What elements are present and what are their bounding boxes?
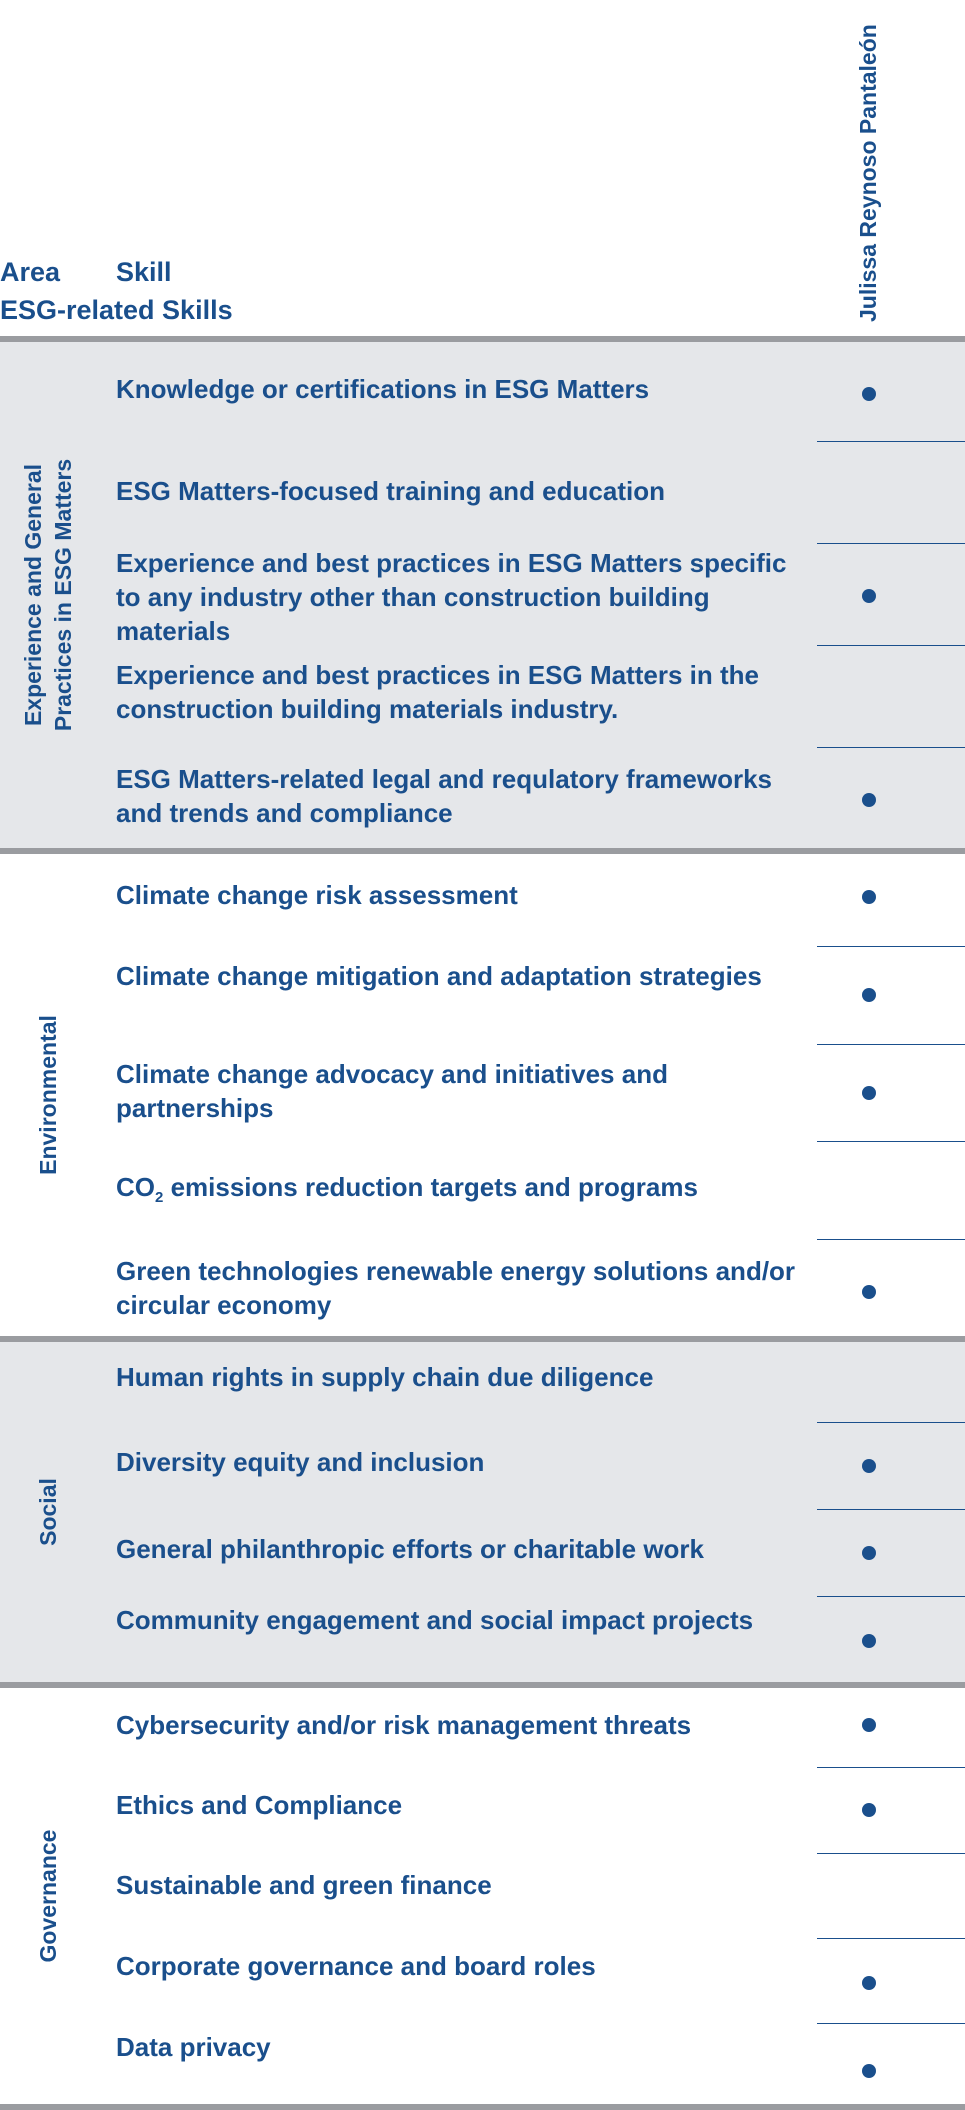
- skill-label: Sustainable and green finance: [116, 1870, 492, 1900]
- section-separator: [0, 336, 965, 342]
- skill-label: Ethics and Compliance: [116, 1790, 403, 1820]
- skill-marker-dot: [862, 1086, 876, 1100]
- section-separator: [0, 1336, 965, 1342]
- skill-marker-dot: [862, 988, 876, 1002]
- skill-marker-dot: [862, 1634, 876, 1648]
- table-row: Diversity equity and inclusion: [0, 1423, 965, 1510]
- table-row: Experience and best practices in ESG Mat…: [0, 544, 965, 646]
- row-divider: [817, 1141, 965, 1142]
- skill-label: Climate change advocacy and initiatives …: [116, 1059, 668, 1123]
- skill-marker-dot: [862, 793, 876, 807]
- table-row: ESG Matters-focused training and educati…: [0, 442, 965, 544]
- table-row: Data privacy: [0, 2024, 965, 2104]
- skill-label: Knowledge or certifications in ESG Matte…: [116, 374, 650, 404]
- skill-label: General philanthropic efforts or charita…: [116, 1534, 705, 1564]
- table-row: Climate change advocacy and initiatives …: [0, 1045, 965, 1142]
- row-divider: [817, 2023, 965, 2024]
- table-row: Cybersecurity and/or risk management thr…: [0, 1688, 965, 1768]
- skill-label: Human rights in supply chain due diligen…: [116, 1362, 654, 1392]
- section-separator: [0, 1682, 965, 1688]
- row-divider: [817, 1767, 965, 1768]
- section-social: Social Human rights in supply chain due …: [0, 1342, 965, 1682]
- skill-label: Data privacy: [116, 2032, 271, 2062]
- skill-marker-dot: [862, 1285, 876, 1299]
- table-row: Community engagement and social impact p…: [0, 1597, 965, 1682]
- table-row: Climate change risk assessment: [0, 854, 965, 947]
- skill-label: Climate change risk assessment: [116, 880, 518, 910]
- table-row: Sustainable and green finance: [0, 1854, 965, 1939]
- section-experience: Experience and General Practices in ESG M…: [0, 342, 965, 848]
- table-row: Ethics and Compliance: [0, 1768, 965, 1854]
- table-row: Human rights in supply chain due diligen…: [0, 1342, 965, 1423]
- category-heading: ESG-related Skills: [0, 295, 233, 325]
- row-divider: [817, 1044, 965, 1045]
- skill-label: Experience and best practices in ESG Mat…: [116, 548, 787, 646]
- section-separator: [0, 2104, 965, 2110]
- row-divider: [817, 1422, 965, 1423]
- table-row: ESG Matters-related legal and requlatory…: [0, 748, 965, 848]
- row-divider: [817, 1509, 965, 1510]
- row-divider: [817, 946, 965, 947]
- skill-column-header: Skill: [116, 257, 172, 287]
- table-row: General philanthropic efforts or charita…: [0, 1510, 965, 1597]
- row-divider: [817, 1938, 965, 1939]
- row-divider: [817, 1239, 965, 1240]
- skill-label: ESG Matters-related legal and requlatory…: [116, 764, 772, 828]
- skill-label: Experience and best practices in ESG Mat…: [116, 660, 759, 724]
- skill-marker-dot: [862, 1976, 876, 1990]
- table-row: Green technologies renewable energy solu…: [0, 1240, 965, 1336]
- skill-marker-dot: [862, 1803, 876, 1817]
- skill-marker-dot: [862, 1459, 876, 1473]
- skill-label: Corporate governance and board roles: [116, 1951, 596, 1981]
- row-divider: [817, 1853, 965, 1854]
- skill-marker-dot: [862, 2064, 876, 2078]
- skill-label: CO2 emissions reduction targets and prog…: [116, 1172, 698, 1206]
- person-column-header: Julissa Reynoso Pantaleón: [855, 24, 881, 322]
- skill-label: Green technologies renewable energy solu…: [116, 1256, 796, 1320]
- table-row: Climate change mitigation and adaptation…: [0, 947, 965, 1045]
- table-row: CO2 emissions reduction targets and prog…: [0, 1142, 965, 1240]
- row-divider: [817, 645, 965, 646]
- skill-label: ESG Matters-focused training and educati…: [116, 476, 665, 506]
- skill-marker-dot: [862, 890, 876, 904]
- skill-label: Community engagement and social impact p…: [116, 1605, 754, 1635]
- skill-label: Cybersecurity and/or risk management thr…: [116, 1710, 692, 1740]
- section-environmental: Environmental Climate change risk assess…: [0, 854, 965, 1336]
- row-divider: [817, 441, 965, 442]
- skill-label: Diversity equity and inclusion: [116, 1447, 485, 1477]
- table-row: Corporate governance and board roles: [0, 1939, 965, 2024]
- row-divider: [817, 543, 965, 544]
- skill-label: Climate change mitigation and adaptation…: [116, 961, 762, 991]
- table-header: Area Skill ESG-related Skills Julissa Re…: [0, 0, 965, 336]
- row-divider: [817, 1596, 965, 1597]
- section-governance: Governance Cybersecurity and/or risk man…: [0, 1688, 965, 2104]
- table-row: Experience and best practices in ESG Mat…: [0, 646, 965, 748]
- area-column-header: Area: [0, 257, 61, 287]
- section-separator: [0, 848, 965, 854]
- skill-marker-dot: [862, 589, 876, 603]
- skill-marker-dot: [862, 1546, 876, 1560]
- skill-marker-dot: [862, 387, 876, 401]
- table-row: Knowledge or certifications in ESG Matte…: [0, 342, 965, 442]
- row-divider: [817, 747, 965, 748]
- skill-marker-dot: [862, 1718, 876, 1732]
